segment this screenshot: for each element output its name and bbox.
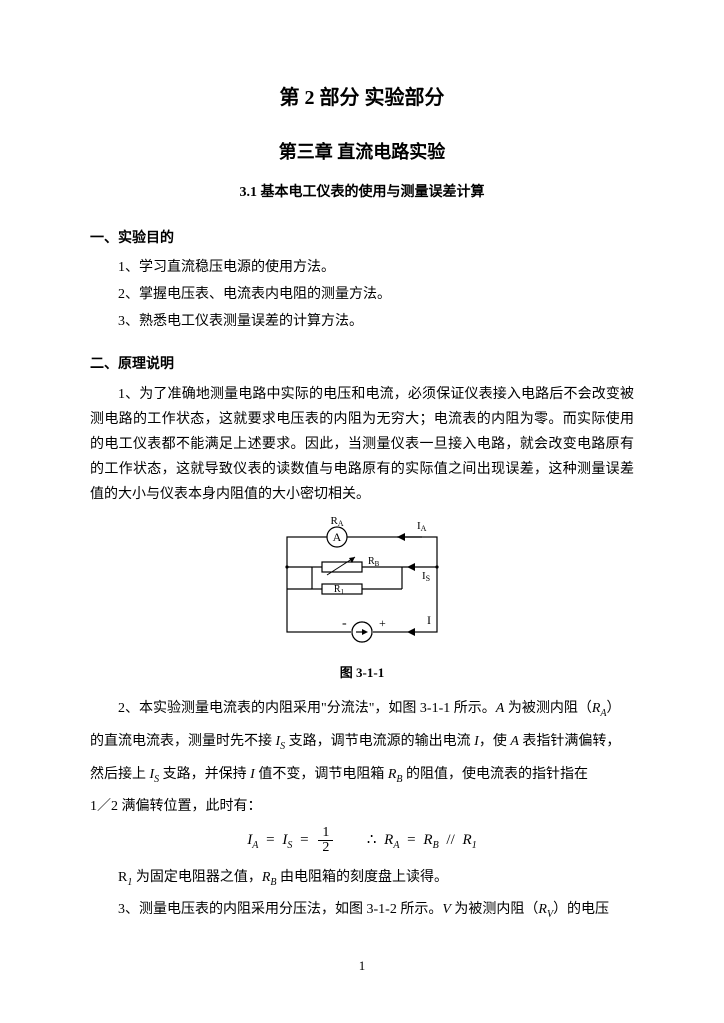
sec2-p2: 2、本实验测量电流表的内阻采用"分流法"，如图 3-1-1 所示。A 为被测内阻…	[90, 696, 634, 723]
equation: IA = IS = 12 ∴ RA = RB // R1	[90, 826, 634, 855]
sec2-p4: 然后接上 IS 支路，并保持 I 值不变，调节电阻箱 RB 的阻值，使电流表的指…	[90, 762, 634, 789]
sec2-p6: R1 为固定电阻器之值，RB 由电阻箱的刻度盘上读得。	[90, 865, 634, 892]
svg-text:IS: IS	[422, 570, 430, 583]
list-item: 3、熟悉电工仪表测量误差的计算方法。	[118, 309, 634, 334]
section-title: 3.1 基本电工仪表的使用与测量误差计算	[90, 180, 634, 205]
sec2-p5: 1／2 满偏转位置，此时有：	[90, 794, 634, 819]
page-number: 1	[90, 954, 634, 977]
ammeter-label: A	[333, 530, 342, 544]
sec1-list: 1、学习直流稳压电源的使用方法。 2、掌握电压表、电流表内电阻的测量方法。 3、…	[90, 255, 634, 335]
svg-text:-: -	[342, 616, 347, 631]
sec2-p1: 1、为了准确地测量电路中实际的电压和电流，必须保证仪表接入电路后不会改变被测电路…	[90, 382, 634, 508]
circuit-svg: A RA IA	[267, 517, 457, 647]
circuit-figure: A RA IA	[90, 517, 634, 656]
svg-text:+: +	[379, 616, 386, 630]
sec2-p7: 3、测量电压表的内阻采用分压法，如图 3-1-2 所示。V 为被测内阻（RV）的…	[90, 897, 634, 924]
figure-caption: 图 3-1-1	[90, 661, 634, 684]
svg-text:RA: RA	[330, 517, 343, 528]
chapter-title: 第三章 直流电路实验	[90, 136, 634, 168]
svg-text:RB: RB	[368, 556, 380, 568]
sec1-head: 一、实验目的	[90, 226, 634, 251]
list-item: 2、掌握电压表、电流表内电阻的测量方法。	[118, 282, 634, 307]
sec2-head: 二、原理说明	[90, 352, 634, 377]
page-content: 第 2 部分 实验部分 第三章 直流电路实验 3.1 基本电工仪表的使用与测量误…	[0, 0, 724, 1018]
part-title: 第 2 部分 实验部分	[90, 80, 634, 116]
svg-text:I: I	[427, 613, 431, 627]
svg-text:IA: IA	[417, 520, 427, 533]
sec2-p3: 的直流电流表，测量时先不接 IS 支路，调节电流源的输出电流 I，使 A 表指针…	[90, 729, 634, 756]
list-item: 1、学习直流稳压电源的使用方法。	[118, 255, 634, 280]
